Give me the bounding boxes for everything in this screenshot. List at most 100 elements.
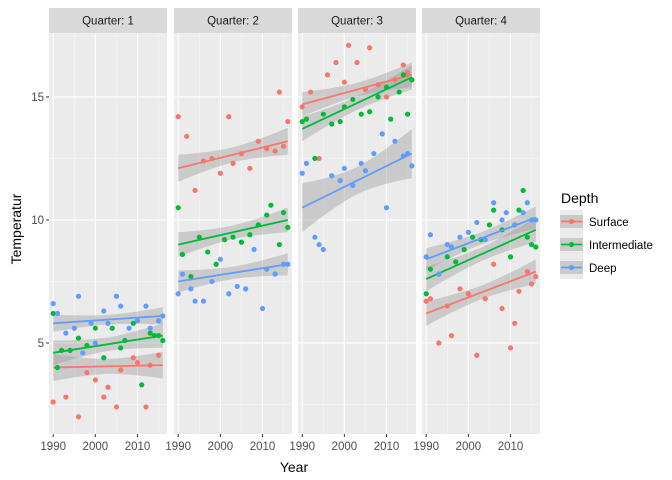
data-point-deep [392,138,398,144]
data-point-deep [499,217,505,223]
data-point-deep [71,325,77,331]
data-point-deep [512,222,518,228]
data-point-intermediate [528,241,535,248]
data-point-intermediate [427,266,434,272]
data-point-surface [448,332,455,339]
data-point-intermediate [285,224,291,230]
data-point-intermediate [312,155,318,162]
data-point-intermediate [139,382,145,388]
data-point-surface [192,187,198,194]
data-point-intermediate [358,111,364,117]
data-point-intermediate [341,104,347,110]
data-point-deep [155,318,162,324]
data-point-surface [200,158,207,164]
data-point-surface [92,377,98,383]
data-point-intermediate [350,96,356,103]
data-point-surface [324,72,331,78]
data-point-intermediate [453,259,459,265]
data-point-surface [482,296,488,302]
y-axis-title: Temperatur [8,193,24,264]
data-point-deep [101,308,107,314]
data-point-intermediate [230,234,236,240]
data-point-intermediate [367,109,373,115]
data-point-surface [308,89,314,95]
data-point-surface [512,320,518,326]
data-point-intermediate [109,325,115,331]
data-point-deep [379,131,385,137]
data-point-surface [316,155,322,162]
data-point-surface [75,414,82,420]
data-point-surface [209,155,215,162]
legend-key-point [568,264,575,271]
data-point-deep [329,173,335,179]
data-point-intermediate [491,207,497,213]
data-point-deep [371,150,377,157]
y-tick-label: 15 [31,92,44,104]
data-point-deep [341,165,347,171]
facet-strip [174,8,292,33]
data-point-intermediate [400,72,406,78]
data-point-surface [155,352,162,358]
data-point-intermediate [268,202,274,208]
data-point-surface [105,384,111,390]
panel-background [174,33,292,434]
data-point-intermediate [533,244,539,250]
data-point-deep [533,217,539,223]
data-point-intermediate [205,249,211,255]
data-point-intermediate [329,121,335,127]
data-point-surface [238,150,245,157]
x-tick-label: 2000 [83,441,109,453]
facet-strip-label: Quarter: 1 [82,16,134,28]
data-point-deep [362,168,369,174]
data-point-intermediate [383,84,390,90]
legend-key-surface: Surface [560,210,629,233]
data-point-deep [143,303,149,309]
data-point-surface [362,86,369,93]
x-tick-label: 2000 [456,441,482,453]
data-point-surface [101,394,107,400]
data-point-surface [63,394,69,400]
data-point-deep [243,286,249,292]
legend-title: Depth [561,190,598,206]
data-point-deep [448,244,455,250]
x-tick-label: 1990 [413,441,439,453]
data-point-deep [259,305,266,312]
legend-label: Intermediate [589,240,653,252]
data-point-intermediate [147,330,153,336]
data-point-deep [312,234,318,240]
data-point-surface [392,77,398,83]
data-point-deep [427,232,434,238]
data-point-deep [188,286,194,292]
data-point-surface [247,165,253,171]
trend-line-surface [177,140,289,170]
data-point-intermediate [524,234,530,240]
data-point-surface [444,303,450,309]
data-point-intermediate [54,364,61,371]
data-point-deep [320,246,326,253]
data-point-intermediate [507,254,514,260]
data-point-intermediate [320,111,326,117]
data-point-surface [276,89,282,95]
x-tick-label: 2010 [374,441,400,453]
data-point-surface [499,305,505,312]
data-point-deep [226,291,232,297]
data-point-intermediate [238,239,245,245]
data-point-surface [147,362,153,368]
data-point-intermediate [130,320,136,326]
data-point-surface [299,104,305,110]
data-point-surface [113,404,120,410]
trend-line-deep [301,152,413,209]
data-point-surface [118,367,124,373]
data-point-surface [465,291,471,297]
data-point-intermediate [388,116,394,122]
x-tick-label: 1990 [289,441,315,453]
data-point-intermediate [469,234,476,240]
data-point-surface [280,143,287,149]
data-point-deep [503,209,509,216]
data-point-deep [92,340,98,346]
data-point-intermediate [221,237,228,243]
data-point-deep [491,200,497,206]
data-point-surface [341,79,347,85]
data-point-deep [524,200,530,206]
data-point-intermediate [92,325,98,331]
